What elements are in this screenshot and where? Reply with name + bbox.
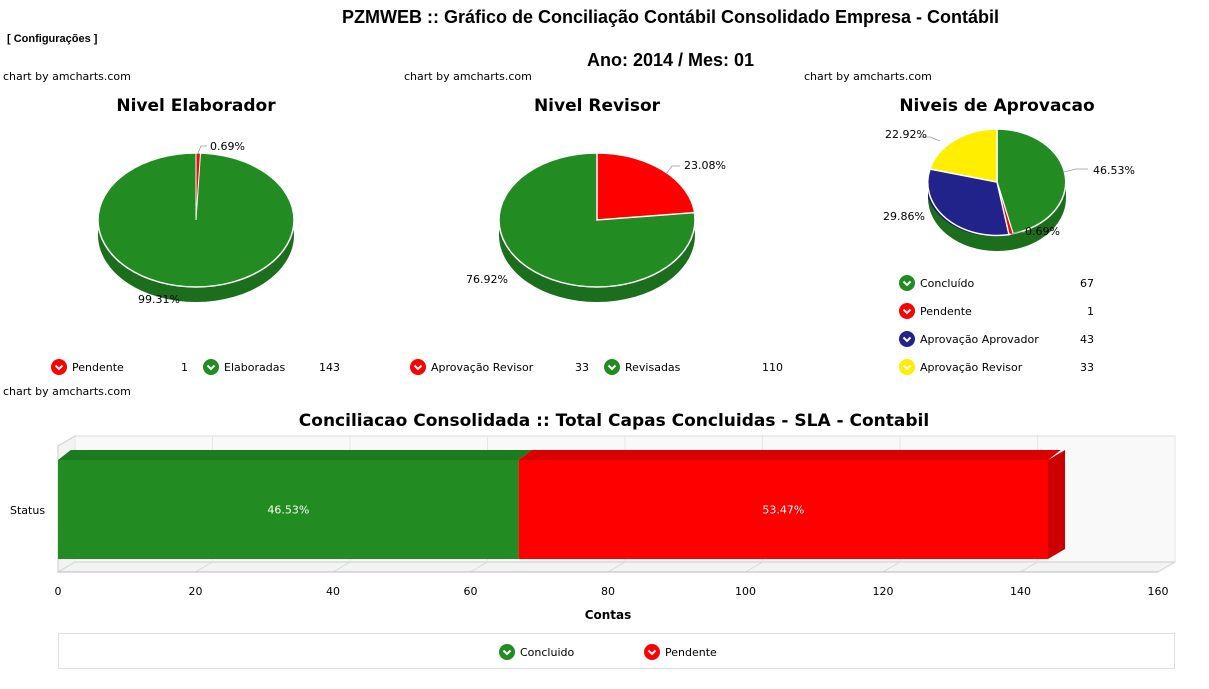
bar-segment-concluido bbox=[58, 460, 519, 559]
pie-label-leader bbox=[1063, 168, 1088, 173]
bar-x-tick-label: 20 bbox=[188, 585, 203, 598]
legend-value: 43 bbox=[1080, 333, 1094, 346]
bar-x-axis-label: Contas bbox=[584, 608, 632, 622]
legend-label: Pendente bbox=[920, 305, 972, 318]
period-heading: Ano: 2014 / Mes: 01 bbox=[586, 50, 755, 70]
pie-slice-label: 0.69% bbox=[210, 140, 245, 153]
pie-slice-aprovacao-revisor[interactable] bbox=[596, 152, 696, 221]
bar-x-tick-label: 140 bbox=[1010, 585, 1031, 598]
bar-gridline bbox=[57, 561, 76, 573]
legend-marker-aprovacao-aprovador[interactable] bbox=[899, 331, 915, 347]
legend-value: 1 bbox=[1087, 305, 1094, 318]
legend-marker-elaboradas[interactable] bbox=[203, 359, 219, 375]
legend-marker-pendente[interactable] bbox=[899, 303, 915, 319]
pie-slice-label: 76.92% bbox=[466, 273, 508, 286]
bar-x-tick-label: 80 bbox=[601, 585, 615, 598]
bar-x-tick-label: 100 bbox=[735, 585, 756, 598]
legend-marker-aprovacao-revisor[interactable] bbox=[410, 359, 426, 375]
pie-label-leader bbox=[197, 145, 207, 154]
pie-label-leader bbox=[665, 165, 680, 175]
bar-x-tick-label: 120 bbox=[872, 585, 894, 598]
pie-slice-label: 22.92% bbox=[885, 128, 927, 141]
bar-side-pendente bbox=[1048, 450, 1065, 559]
bar-chart-marks: 46.53% 53.47% bbox=[58, 450, 1065, 559]
bar-x-tick-label: 0 bbox=[54, 585, 62, 598]
bar-gridline bbox=[332, 561, 351, 573]
pie-aprovacao bbox=[918, 128, 1088, 251]
legend-value: 110 bbox=[762, 361, 783, 374]
legend-label: Revisadas bbox=[625, 361, 681, 374]
pie-slice-concluido[interactable] bbox=[996, 128, 1067, 235]
legend-label: Pendente bbox=[72, 361, 124, 374]
legend-label: Concluído bbox=[920, 277, 975, 290]
legend-label: Concluido bbox=[520, 646, 575, 659]
pie-elaborador bbox=[97, 145, 295, 302]
pie-slice-label: 46.53% bbox=[1093, 164, 1135, 177]
bar-top-pendente bbox=[518, 450, 1061, 460]
bar-gridline bbox=[1020, 561, 1038, 573]
bar-data-label: 46.53% bbox=[267, 504, 309, 517]
bar-gridline bbox=[745, 561, 763, 573]
chart-credit-link[interactable]: chart by amcharts.com bbox=[3, 385, 131, 398]
pie-revisor bbox=[498, 152, 696, 302]
bar-x-tick-label: 160 bbox=[1147, 585, 1169, 598]
bar-gridline bbox=[470, 561, 488, 573]
legend-value: 33 bbox=[1080, 361, 1094, 374]
bar-gridline bbox=[1157, 561, 1176, 573]
pie-label-leader bbox=[1010, 231, 1025, 235]
legend-marker-pendente[interactable] bbox=[51, 359, 67, 375]
legend-value: 67 bbox=[1080, 277, 1094, 290]
pie-label-leader bbox=[918, 136, 941, 142]
bar-gridline bbox=[882, 561, 901, 573]
bar-legend-box bbox=[58, 633, 1175, 669]
pie-slice-aprovacao-aprovador[interactable] bbox=[927, 168, 1010, 237]
pie-slice-aprovacao-revisor[interactable] bbox=[929, 128, 998, 183]
bar-category-label: Status bbox=[10, 504, 46, 517]
page-title: PZMWEB :: Gráfico de Conciliação Contábi… bbox=[341, 7, 1000, 27]
bar-segment-pendente bbox=[518, 460, 1048, 559]
legend-marker-revisadas[interactable] bbox=[604, 359, 620, 375]
pie-slice-label: 0.69% bbox=[1025, 225, 1060, 238]
legend-value: 33 bbox=[575, 361, 589, 374]
pie-revisor-title: Nivel Revisor bbox=[533, 96, 661, 116]
chart-credit-link[interactable]: chart by amcharts.com bbox=[404, 70, 532, 83]
bar-x-tick-label: 60 bbox=[463, 585, 478, 598]
chart-credit-link[interactable]: chart by amcharts.com bbox=[804, 70, 932, 83]
bar-data-label: 53.47% bbox=[762, 504, 804, 517]
legend-label: Elaboradas bbox=[224, 361, 286, 374]
legend-label: Aprovação Aprovador bbox=[920, 333, 1039, 346]
pie-slice-label: 99.31% bbox=[138, 293, 180, 306]
legend-label: Pendente bbox=[665, 646, 717, 659]
chart-credit-link[interactable]: chart by amcharts.com bbox=[3, 70, 131, 83]
legend-marker-concluido[interactable] bbox=[899, 275, 915, 291]
pie-aprovacao-title: Niveis de Aprovacao bbox=[899, 96, 1095, 116]
bar-gridline bbox=[607, 561, 626, 573]
bar-chart: 46.53% 53.47% bbox=[56, 435, 1177, 573]
pie-slice-label: 23.08% bbox=[684, 159, 726, 172]
legend-label: Aprovação Revisor bbox=[920, 361, 1023, 374]
legend-marker-pendente[interactable] bbox=[644, 644, 660, 660]
legend-label: Aprovação Revisor bbox=[431, 361, 534, 374]
bar-gridline bbox=[195, 561, 213, 573]
legend-value: 1 bbox=[181, 361, 188, 374]
pie-elaborador-title: Nivel Elaborador bbox=[116, 96, 276, 116]
pie-slice-label: 29.86% bbox=[883, 210, 925, 223]
legend-marker-aprovacao-revisor[interactable] bbox=[899, 359, 915, 375]
bar-chart-title: Conciliacao Consolidada :: Total Capas C… bbox=[298, 411, 930, 431]
legend-value: 143 bbox=[319, 361, 340, 374]
configuracoes-link[interactable]: [ Configurações ] bbox=[7, 33, 98, 45]
bar-x-tick-label: 40 bbox=[326, 585, 340, 598]
bar-top-concluido bbox=[58, 450, 532, 460]
legend-marker-concluido[interactable] bbox=[499, 644, 515, 660]
